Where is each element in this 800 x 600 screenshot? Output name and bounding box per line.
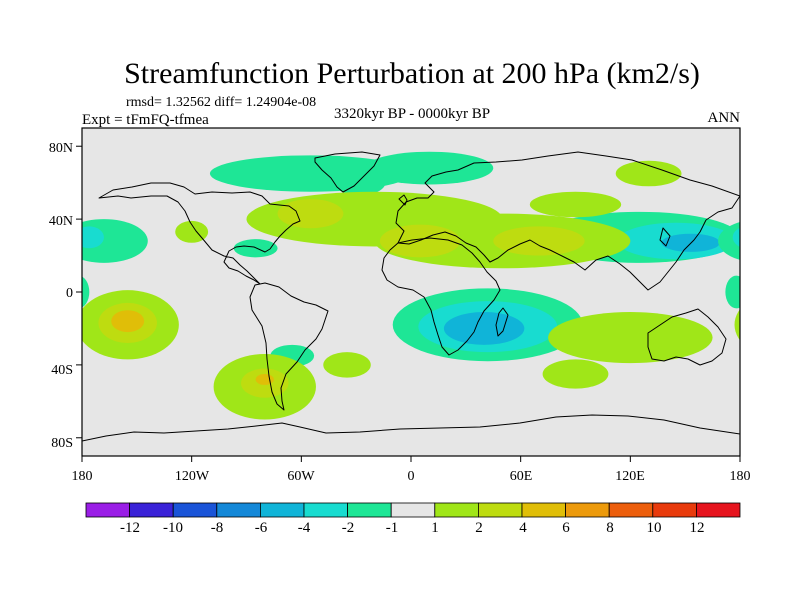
experiment-label: Expt = tFmFQ-tfmea xyxy=(82,112,209,128)
colorbar-swatch xyxy=(434,502,479,518)
x-axis: 180 120W 60W 0 60E 120E 180 xyxy=(72,456,751,484)
anomaly-region xyxy=(443,312,525,345)
coast-north-america xyxy=(98,182,301,285)
x-tick-label: 180 xyxy=(730,469,751,484)
x-tick-label: 120E xyxy=(615,469,645,484)
coast-british-isles xyxy=(398,194,408,206)
anomaly-region xyxy=(82,226,104,249)
anomaly-region xyxy=(334,169,386,196)
colorbar-boxes xyxy=(85,502,741,518)
y-tick-marks xyxy=(76,145,82,439)
anomaly-region xyxy=(529,191,622,218)
colorbar-label: -1 xyxy=(386,520,399,536)
colorbar-swatch xyxy=(259,502,305,518)
colorbar-swatch xyxy=(477,502,523,518)
x-tick-label: 60E xyxy=(510,469,533,484)
x-tick-label: 180 xyxy=(72,469,93,484)
colorbar-swatch xyxy=(85,502,130,518)
colorbar-swatch xyxy=(521,502,566,518)
colorbar-swatch xyxy=(303,502,348,518)
y-tick-label: 80S xyxy=(51,436,73,451)
anomaly-region xyxy=(277,199,344,229)
x-tick-marks xyxy=(81,456,741,462)
colorbar-label: -10 xyxy=(163,520,183,536)
colorbar-swatch xyxy=(390,502,436,518)
colorbar-swatch xyxy=(565,502,610,518)
colorbar-label: -6 xyxy=(255,520,268,536)
anomaly-region xyxy=(111,310,145,333)
colorbar-swatch xyxy=(129,502,174,518)
anomaly-region xyxy=(82,276,90,308)
colorbar-label: -8 xyxy=(211,520,224,536)
period-label: 3320kyr BP - 0000kyr BP xyxy=(334,106,490,122)
colorbar-swatch xyxy=(216,502,261,518)
colorbar-swatch xyxy=(172,502,218,518)
colorbar-swatch xyxy=(608,502,654,518)
y-tick-label: 40N xyxy=(49,214,73,229)
y-axis: 80N 40N 0 40S 80S xyxy=(49,141,82,451)
colorbar-label: -12 xyxy=(120,520,140,536)
anomaly-region xyxy=(379,224,461,258)
colorbar-label: 2 xyxy=(475,520,483,536)
anomaly-region xyxy=(365,151,494,185)
anomaly-fields xyxy=(82,151,740,420)
coast-south-america xyxy=(249,282,329,411)
colorbar-label: -4 xyxy=(298,520,311,536)
coast-greenland xyxy=(314,151,381,193)
anomaly-region xyxy=(255,374,274,385)
colorbar-swatch xyxy=(347,502,392,518)
y-tick-label: 80N xyxy=(49,141,73,156)
coast-madagascar xyxy=(495,307,509,337)
anomaly-region xyxy=(725,275,740,309)
coast-japan xyxy=(659,227,671,247)
stats-line: rmsd= 1.32562 diff= 1.24904e-08 xyxy=(126,95,316,110)
map-panel xyxy=(81,127,756,457)
x-tick-label: 60W xyxy=(287,469,315,484)
anomaly-region xyxy=(493,226,585,256)
coast-australia xyxy=(647,308,727,366)
anomaly-region xyxy=(734,309,740,341)
anomaly-region xyxy=(548,312,713,364)
colorbar-label: 1 xyxy=(431,520,439,536)
anomaly-region xyxy=(732,227,740,247)
coastlines xyxy=(82,151,756,442)
colorbar-label: 12 xyxy=(690,520,705,536)
coast-eurasia xyxy=(395,151,740,291)
anomaly-region xyxy=(542,359,609,389)
colorbar-label: 6 xyxy=(562,520,570,536)
coast-antarctica xyxy=(82,414,740,442)
colorbar-label: 4 xyxy=(519,520,527,536)
y-tick-label: 40S xyxy=(51,363,73,378)
anomaly-region xyxy=(323,352,371,378)
colorbar-swatch xyxy=(652,502,697,518)
colorbar-label: 8 xyxy=(606,520,614,536)
coast-new-zealand xyxy=(751,367,756,382)
season-label: ANN xyxy=(708,110,741,126)
x-tick-label: 0 xyxy=(408,469,415,484)
colorbar-label: 10 xyxy=(647,520,662,536)
anomaly-region xyxy=(175,220,209,243)
x-tick-label: 120W xyxy=(175,469,210,484)
colorbar: -12 -10 -8 -6 -4 -2 -1 1 2 4 6 8 10 12 xyxy=(85,502,741,536)
coast-africa xyxy=(381,237,501,356)
chart-title: Streamfunction Perturbation at 200 hPa (… xyxy=(124,57,700,90)
anomaly-region xyxy=(82,219,148,263)
colorbar-label: -2 xyxy=(342,520,355,536)
anomaly-region xyxy=(615,160,682,187)
y-tick-label: 0 xyxy=(66,286,73,301)
anomaly-region xyxy=(718,222,740,260)
colorbar-swatch xyxy=(696,502,741,518)
